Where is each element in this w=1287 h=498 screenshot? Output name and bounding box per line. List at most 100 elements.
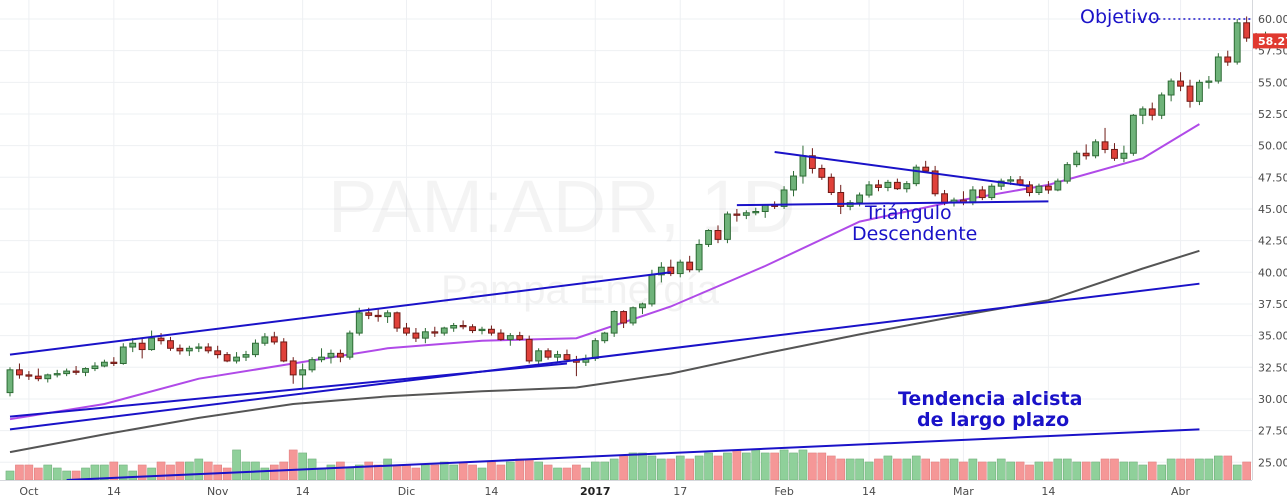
volume-bar: [524, 458, 534, 481]
volume-bar: [449, 464, 458, 481]
volume-bar: [572, 464, 581, 481]
volume-bar: [921, 458, 930, 481]
volume-bar: [1110, 458, 1119, 481]
candle-down: [270, 336, 278, 343]
trendline: [774, 150, 1030, 188]
volume-bar: [770, 452, 779, 481]
candle-down: [1044, 185, 1052, 191]
volume-bar: [185, 461, 194, 481]
volume-bar: [1166, 458, 1176, 481]
candle-up: [1007, 179, 1015, 182]
volume-bar: [194, 458, 204, 481]
candle-down: [110, 361, 118, 364]
candle-down: [204, 346, 212, 352]
candle-up: [299, 369, 307, 376]
candle-down: [1186, 85, 1194, 102]
candle-down: [1026, 184, 1033, 194]
x-tick-label: 14: [1041, 485, 1055, 498]
candle-up: [346, 332, 354, 358]
volume-bar: [515, 458, 525, 481]
volume-bar: [52, 467, 62, 481]
candle-down: [686, 261, 694, 271]
x-tick-label: Feb: [774, 485, 793, 498]
candle-down: [403, 327, 410, 334]
candle-up: [384, 312, 392, 318]
candle-down: [459, 324, 467, 328]
trendlines: [9, 18, 1252, 481]
candle-up: [865, 184, 873, 196]
volume-bar: [657, 458, 666, 481]
volume-bar: [1081, 461, 1091, 481]
candle-up: [1120, 152, 1128, 159]
volume-bar: [1072, 461, 1082, 481]
last-price-badge: [1253, 33, 1287, 49]
volume-bar: [723, 452, 732, 481]
candle-up: [261, 336, 269, 344]
x-tick-label: Oct: [19, 485, 39, 498]
volume-bar: [760, 452, 770, 481]
candle-down: [563, 354, 571, 361]
candle-up: [884, 181, 892, 188]
volume-bar: [1195, 458, 1204, 481]
time-axis[interactable]: Oct 14 Nov 14 Dic 14 2017 17 Feb 14 Mar 14 Abr: [0, 480, 1252, 498]
volume-bar: [864, 461, 874, 481]
candle-up: [119, 346, 127, 364]
candle-up: [742, 212, 750, 216]
candle-up: [724, 213, 731, 240]
volume-bar: [855, 458, 864, 481]
watermark-company: Pampa Energía: [441, 268, 720, 312]
volume-bar: [430, 464, 440, 481]
trendline: [9, 282, 1200, 431]
candle-up: [790, 175, 797, 191]
volume-bar: [15, 464, 24, 481]
volume-bar: [468, 464, 477, 481]
x-tick-label: Dic: [398, 485, 416, 498]
candle-up: [1233, 22, 1241, 63]
candle-down: [1101, 141, 1109, 150]
x-tick-label: 14: [107, 485, 121, 498]
candlesticks[interactable]: [6, 16, 1269, 397]
candle-up: [752, 211, 760, 214]
candle-down: [412, 332, 420, 339]
volume-bar: [1044, 461, 1053, 481]
volume-bar: [458, 461, 468, 481]
volume-bar: [260, 467, 270, 481]
candle-down: [336, 352, 344, 358]
volume-bar: [742, 452, 751, 481]
volume-bar: [24, 464, 34, 481]
candle-down: [714, 230, 722, 240]
candle-down: [1148, 108, 1156, 116]
candle-up: [355, 312, 363, 334]
volume-bar: [1062, 458, 1072, 481]
volume-bar: [732, 449, 742, 481]
x-tick-label: 14: [296, 485, 310, 498]
moving-average-long: [9, 249, 1200, 454]
volume-bar: [402, 464, 411, 481]
candle-up: [1073, 152, 1081, 166]
candle-up: [969, 189, 977, 204]
volume-bar: [543, 464, 553, 481]
candle-up: [195, 346, 203, 349]
candle-down: [837, 192, 845, 207]
candle-up: [676, 261, 684, 275]
volume-bar: [166, 464, 175, 481]
candle-down: [1082, 152, 1090, 157]
volume-bar: [968, 458, 978, 481]
candle-up: [629, 307, 637, 324]
candle-up: [601, 332, 609, 342]
volume-bar: [826, 455, 836, 481]
candle-up: [903, 183, 911, 190]
price-axis[interactable]: 25.00 27.50 30.00 32.50 35.00 37.50 40.00 42.50…: [1252, 0, 1287, 480]
volume-bar: [1204, 458, 1214, 481]
volume-bar: [619, 455, 628, 481]
volume-bar: [949, 458, 959, 481]
candle-down: [516, 335, 524, 340]
candle-up: [91, 365, 99, 370]
volume-bar: [288, 449, 298, 481]
annotation-triangle-line2: Descendente: [852, 223, 977, 245]
volume-bar: [1185, 458, 1195, 481]
candle-up: [185, 347, 193, 352]
volume-bar: [1034, 461, 1044, 481]
candle-up: [44, 374, 52, 380]
